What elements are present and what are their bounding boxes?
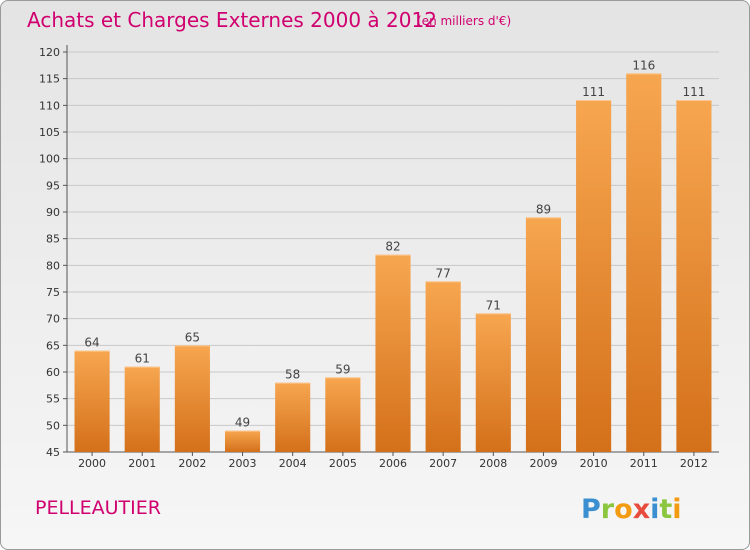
bar [224, 430, 261, 452]
y-tick-label: 70 [46, 313, 60, 326]
proxiti-logo: Proxiti [581, 494, 682, 525]
bar [525, 217, 562, 452]
logo-letter: P [581, 494, 601, 525]
value-label: 77 [436, 266, 451, 280]
bar [425, 281, 461, 452]
y-tick-label: 65 [46, 339, 60, 352]
bar [325, 377, 361, 452]
x-tick-labels: 2000 2001 2002 2003 2004 2005 2006 2007 2008 2009… [78, 452, 708, 470]
logo-letter: t [659, 494, 672, 525]
y-tick-label: 105 [39, 126, 60, 139]
x-tick-label: 2006 [379, 457, 407, 470]
bar [124, 366, 160, 452]
y-tick-label: 55 [46, 393, 60, 406]
bars [74, 73, 712, 452]
logo-letter: i [650, 494, 659, 525]
y-tick-label: 90 [46, 206, 60, 219]
value-label: 82 [385, 240, 400, 254]
y-tick-label: 75 [46, 286, 60, 299]
x-tick-label: 2011 [630, 457, 658, 470]
value-label: 58 [285, 368, 300, 382]
x-tick-label: 2003 [229, 457, 257, 470]
bar [174, 345, 210, 452]
bar [626, 73, 662, 452]
value-label: 89 [536, 202, 551, 216]
y-tick-label: 85 [46, 233, 60, 246]
logo-letter: r [601, 494, 615, 525]
bar [375, 254, 411, 452]
x-tick-label: 2001 [128, 457, 156, 470]
value-labels: 64 61 65 49 58 59 82 77 71 89 111 116 111 [84, 58, 705, 429]
value-label: 111 [682, 85, 705, 99]
logo-letter: i [672, 494, 681, 525]
x-tick-label: 2008 [479, 457, 507, 470]
x-tick-label: 2002 [178, 457, 206, 470]
bar [676, 100, 712, 452]
bar [74, 350, 110, 452]
y-tick-label: 50 [46, 419, 60, 432]
y-tick-label: 120 [39, 46, 60, 59]
value-label: 111 [582, 85, 605, 99]
x-tick-label: 2010 [580, 457, 608, 470]
x-tick-label: 2007 [429, 457, 457, 470]
logo-letter: o [614, 494, 633, 525]
y-tick-label: 110 [39, 99, 60, 112]
x-tick-label: 2004 [279, 457, 307, 470]
x-tick-label: 2009 [529, 457, 557, 470]
y-tick-labels: 45 50 55 60 65 70 75 80 85 90 95 100 105 110 115 120 [39, 46, 67, 459]
bar [475, 313, 511, 452]
bar [275, 382, 311, 452]
value-label: 116 [632, 58, 655, 72]
y-tick-label: 100 [39, 153, 60, 166]
y-tick-label: 80 [46, 259, 60, 272]
value-label: 49 [235, 416, 250, 430]
y-tick-label: 60 [46, 366, 60, 379]
y-tick-label: 95 [46, 179, 60, 192]
value-label: 65 [185, 330, 200, 344]
logo-letter: x [633, 494, 650, 525]
chart-subtitle: (en milliers d'€) [417, 14, 511, 28]
value-label: 64 [84, 336, 99, 350]
x-tick-label: 2005 [329, 457, 357, 470]
value-label: 61 [135, 352, 150, 366]
y-tick-label: 115 [39, 73, 60, 86]
x-tick-label: 2012 [680, 457, 708, 470]
place-name: PELLEAUTIER [35, 497, 161, 519]
x-tick-label: 2000 [78, 457, 106, 470]
bar [576, 100, 612, 452]
chart-title: Achats et Charges Externes 2000 à 2012 [27, 8, 437, 32]
y-tick-label: 45 [46, 446, 60, 459]
value-label: 71 [486, 298, 501, 312]
value-label: 59 [335, 362, 350, 376]
